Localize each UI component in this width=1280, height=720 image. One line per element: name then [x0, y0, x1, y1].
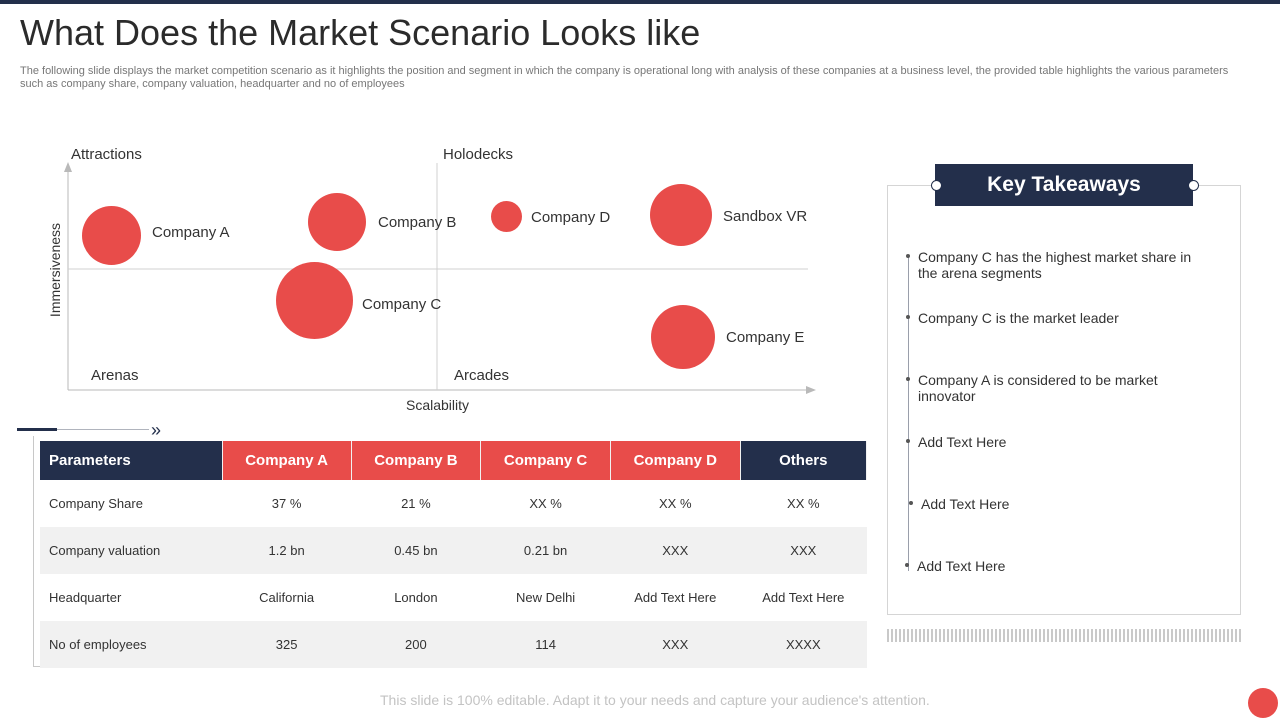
takeaway-item: Add Text Here — [906, 434, 1206, 450]
header-others: Others — [740, 441, 868, 480]
corner-decoration — [1248, 688, 1278, 718]
takeaways-timeline-line — [908, 255, 909, 571]
takeaway-item: Add Text Here — [905, 558, 1205, 574]
bubble-company-d — [491, 201, 522, 232]
parameters-table: Parameters Company A Company B Company C… — [40, 441, 868, 668]
quadrant-label-top-right: Holodecks — [443, 146, 514, 163]
table-row: Company Share 37 % 21 % XX % XX % XX % — [40, 480, 867, 527]
bullet-icon — [909, 501, 913, 506]
x-axis-label: Scalability — [406, 397, 470, 413]
x-axis-arrow — [806, 386, 816, 394]
bubble-company-e — [651, 305, 715, 369]
table-cell: XX % — [529, 496, 562, 511]
bubble-sandbox-vr — [650, 184, 712, 246]
table-cell: XX % — [787, 496, 820, 511]
divider-thin — [57, 429, 149, 430]
table-cell: Company Share — [49, 496, 143, 511]
divider-accent — [17, 428, 57, 431]
table-cell: Add Text Here — [762, 590, 845, 605]
bullet-icon — [906, 439, 910, 444]
table-cell: 325 — [222, 621, 352, 668]
bubble-company-b — [308, 193, 366, 251]
quadrant-axes — [64, 162, 816, 394]
table-cell: Headquarter — [49, 590, 122, 605]
label-company-b: Company B — [378, 214, 457, 231]
header-parameters: Parameters — [40, 441, 223, 480]
key-takeaways-title: Key Takeaways — [935, 164, 1193, 206]
quadrant-label-bottom-right: Arcades — [454, 367, 510, 384]
header-company-a: Company A — [222, 441, 352, 480]
header-company-b: Company B — [351, 441, 482, 480]
bullet-icon — [906, 254, 910, 259]
double-chevron-right-icon: » — [151, 420, 162, 440]
table-cell: California — [259, 590, 315, 605]
table-cell: No of employees — [40, 621, 223, 668]
page-title: What Does the Market Scenario Looks like — [20, 12, 701, 53]
title-connector-dot-left — [931, 180, 942, 191]
y-axis-arrow — [64, 162, 72, 172]
y-axis-label: Immersiveness — [47, 222, 63, 318]
quadrant-label-top-left: Attractions — [71, 146, 142, 163]
table-cell: XXX — [610, 527, 741, 574]
table-cell: New Delhi — [515, 590, 576, 605]
table-cell: 200 — [351, 621, 481, 668]
table-cell: Company valuation — [40, 527, 223, 574]
bullet-icon — [906, 377, 910, 382]
table-row: Company valuation 1.2 bn 0.45 bn 0.21 bn… — [40, 527, 867, 574]
table-row: No of employees 325 200 114 XXX XXXX — [40, 621, 867, 668]
page-subtitle: The following slide displays the market … — [20, 65, 1229, 90]
label-company-e: Company E — [726, 329, 805, 346]
table-cell: XXX — [610, 621, 741, 668]
table-header-row: Parameters Company A Company B Company C… — [40, 441, 868, 480]
market-quadrant-diagram: Attractions Holodecks Arenas Arcades Sca… — [0, 0, 870, 420]
header-company-d: Company D — [610, 441, 741, 480]
header-company-c: Company C — [480, 441, 611, 480]
table-cell: 37 % — [271, 496, 302, 511]
table-cell: 1.2 bn — [222, 527, 352, 574]
table-cell: 0.21 bn — [480, 527, 611, 574]
table-cell: XXXX — [740, 621, 867, 668]
takeaway-item: Company C is the market leader — [906, 310, 1206, 326]
stripe-decoration — [887, 629, 1241, 642]
table-cell: XXX — [740, 527, 867, 574]
quadrant-label-bottom-left: Arenas — [91, 367, 139, 384]
table-cell: XX % — [659, 496, 692, 511]
takeaway-item: Company C has the highest market share i… — [906, 249, 1206, 281]
label-company-c: Company C — [362, 296, 442, 313]
top-accent-bar — [0, 0, 1280, 4]
bubble-company-a — [82, 206, 141, 265]
label-company-d: Company D — [531, 209, 611, 226]
label-company-a: Company A — [152, 224, 230, 241]
bubble-company-c — [276, 262, 353, 339]
table-cell: 21 % — [401, 496, 431, 511]
table-row: Headquarter California London New Delhi … — [40, 574, 867, 621]
takeaway-item: Company A is considered to be market inn… — [906, 372, 1206, 404]
title-connector-dot-right — [1188, 180, 1199, 191]
bullet-icon — [905, 563, 909, 568]
label-sandbox-vr: Sandbox VR — [723, 208, 808, 225]
footer-note: This slide is 100% editable. Adapt it to… — [380, 692, 930, 708]
table-cell: 114 — [480, 621, 611, 668]
takeaway-item: Add Text Here — [909, 496, 1209, 512]
table-cell: London — [394, 590, 438, 605]
table-cell: 0.45 bn — [351, 527, 481, 574]
bullet-icon — [906, 315, 910, 320]
table-cell: Add Text Here — [634, 590, 717, 605]
